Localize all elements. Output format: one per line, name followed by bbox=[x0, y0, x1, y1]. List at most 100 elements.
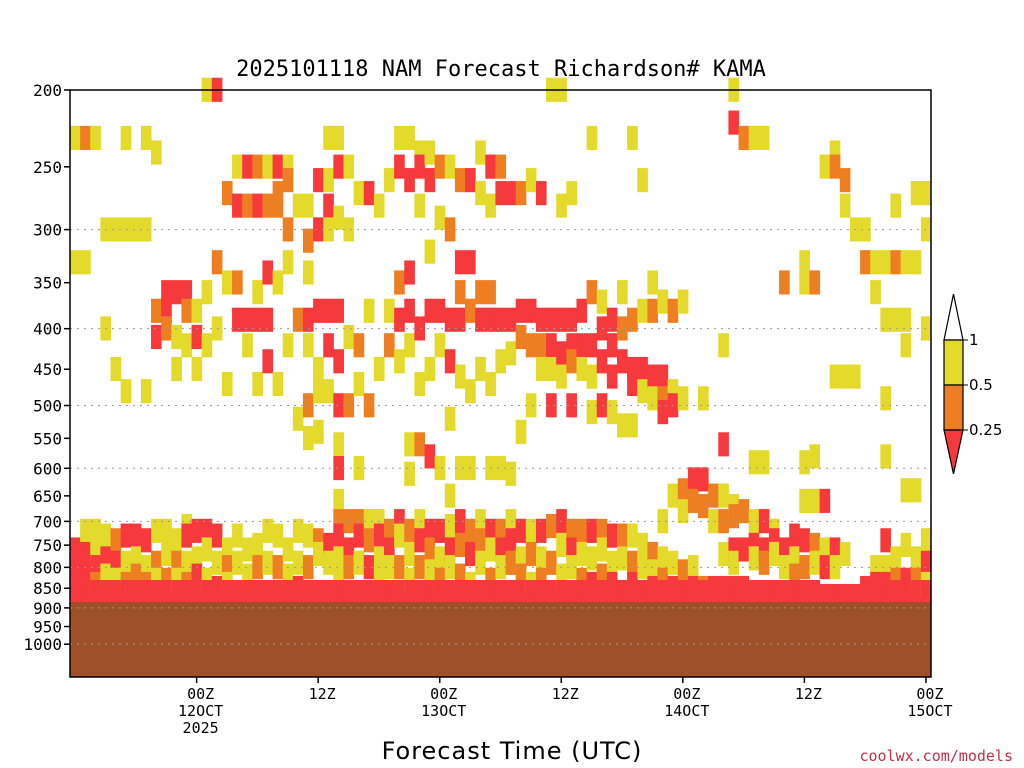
ri-cell bbox=[424, 356, 436, 382]
ri-cell bbox=[120, 125, 132, 150]
ri-cell bbox=[272, 181, 284, 206]
ri-cell bbox=[313, 541, 324, 567]
ri-cell bbox=[819, 537, 831, 562]
ri-cell bbox=[515, 419, 527, 444]
ri-cell bbox=[647, 386, 659, 411]
ri-cell bbox=[920, 579, 932, 605]
ri-cell bbox=[333, 546, 344, 571]
ri-cell bbox=[373, 546, 385, 571]
ri-cell bbox=[171, 528, 182, 553]
ri-cell bbox=[475, 280, 486, 305]
terrain-layer bbox=[70, 602, 931, 677]
ri-cell bbox=[860, 583, 871, 609]
ri-cell bbox=[110, 550, 122, 575]
ri-cell bbox=[637, 555, 648, 580]
y-tick-label: 850 bbox=[33, 579, 62, 598]
ri-cell bbox=[485, 567, 496, 592]
ri-cell bbox=[475, 307, 486, 332]
ri-cell bbox=[839, 168, 851, 193]
ri-cell bbox=[424, 444, 436, 469]
ri-cell bbox=[849, 364, 861, 389]
ri-cell bbox=[515, 518, 527, 543]
ri-cell bbox=[525, 393, 537, 418]
ri-cell bbox=[272, 193, 284, 218]
ri-cell bbox=[687, 488, 699, 513]
ri-cell bbox=[809, 550, 821, 575]
ri-cell bbox=[120, 523, 132, 548]
ri-cell bbox=[292, 579, 304, 605]
ri-cell bbox=[485, 579, 496, 605]
ri-cell bbox=[282, 250, 294, 275]
ri-cell bbox=[485, 537, 496, 562]
ri-cell bbox=[414, 509, 426, 534]
ri-cell bbox=[637, 379, 648, 404]
ri-cell bbox=[394, 579, 405, 605]
ri-cell bbox=[657, 364, 669, 389]
ri-cell bbox=[495, 154, 507, 179]
ri-cell bbox=[718, 432, 729, 457]
ri-cell bbox=[262, 579, 274, 605]
x-tick-label: 13OCT bbox=[421, 702, 466, 720]
ri-cell bbox=[70, 250, 81, 275]
ri-cell bbox=[839, 193, 851, 218]
ri-cell bbox=[120, 217, 132, 242]
ri-cell bbox=[232, 579, 243, 605]
ri-cell bbox=[201, 579, 213, 605]
ri-cell bbox=[677, 386, 689, 411]
ri-cell bbox=[860, 217, 871, 242]
ri-cell bbox=[292, 193, 304, 218]
ri-cell bbox=[647, 298, 659, 323]
ri-cell bbox=[404, 461, 415, 486]
x-tick-label: 2025 bbox=[183, 719, 219, 737]
ri-cell bbox=[110, 579, 122, 605]
color-legend: 1 0.5 0.25 bbox=[943, 293, 1002, 475]
ri-cell bbox=[738, 125, 750, 150]
ri-cell bbox=[586, 546, 598, 571]
x-tick-label: 15OCT bbox=[907, 702, 952, 720]
ri-cell bbox=[535, 567, 547, 592]
ri-cell bbox=[444, 154, 456, 179]
ri-cell bbox=[505, 181, 517, 206]
ri-cell bbox=[556, 532, 567, 557]
ri-cell bbox=[242, 307, 253, 332]
ri-cell bbox=[657, 289, 669, 314]
ri-cell bbox=[424, 239, 436, 264]
ri-cell bbox=[171, 567, 182, 592]
ri-cell bbox=[586, 518, 598, 543]
ri-cell bbox=[890, 579, 902, 605]
ri-cell bbox=[363, 509, 375, 534]
legend-cap-top bbox=[943, 293, 964, 341]
ri-cell bbox=[485, 154, 496, 179]
ri-cell bbox=[70, 550, 81, 575]
ri-cell bbox=[839, 364, 851, 389]
ri-cell bbox=[444, 537, 456, 562]
ri-cell bbox=[171, 579, 182, 605]
ri-cell bbox=[829, 364, 841, 389]
ri-cell bbox=[880, 555, 891, 580]
ri-cell bbox=[515, 546, 527, 571]
ri-cell bbox=[110, 356, 122, 382]
ri-cell bbox=[130, 579, 142, 605]
ri-cell bbox=[566, 307, 577, 332]
ri-cell bbox=[444, 349, 456, 374]
ri-cell bbox=[333, 456, 344, 481]
ri-cell bbox=[606, 579, 618, 605]
ri-cell bbox=[252, 371, 263, 397]
ri-cell bbox=[384, 298, 395, 323]
ri-cell bbox=[870, 583, 881, 609]
y-tick-label: 600 bbox=[33, 459, 62, 478]
ri-cell bbox=[252, 532, 263, 557]
ri-cell bbox=[282, 563, 294, 588]
ri-cell bbox=[363, 555, 375, 580]
ri-cell bbox=[191, 324, 203, 350]
ri-cell bbox=[100, 546, 112, 571]
ri-cell bbox=[880, 571, 891, 596]
ri-cell bbox=[262, 260, 274, 285]
ri-cell bbox=[394, 125, 405, 150]
ri-cell bbox=[546, 307, 557, 332]
ri-cell bbox=[333, 579, 344, 605]
y-tick-label: 350 bbox=[33, 274, 62, 293]
ri-cell bbox=[191, 546, 203, 571]
ri-cell bbox=[789, 579, 800, 605]
ri-cell bbox=[586, 579, 598, 605]
